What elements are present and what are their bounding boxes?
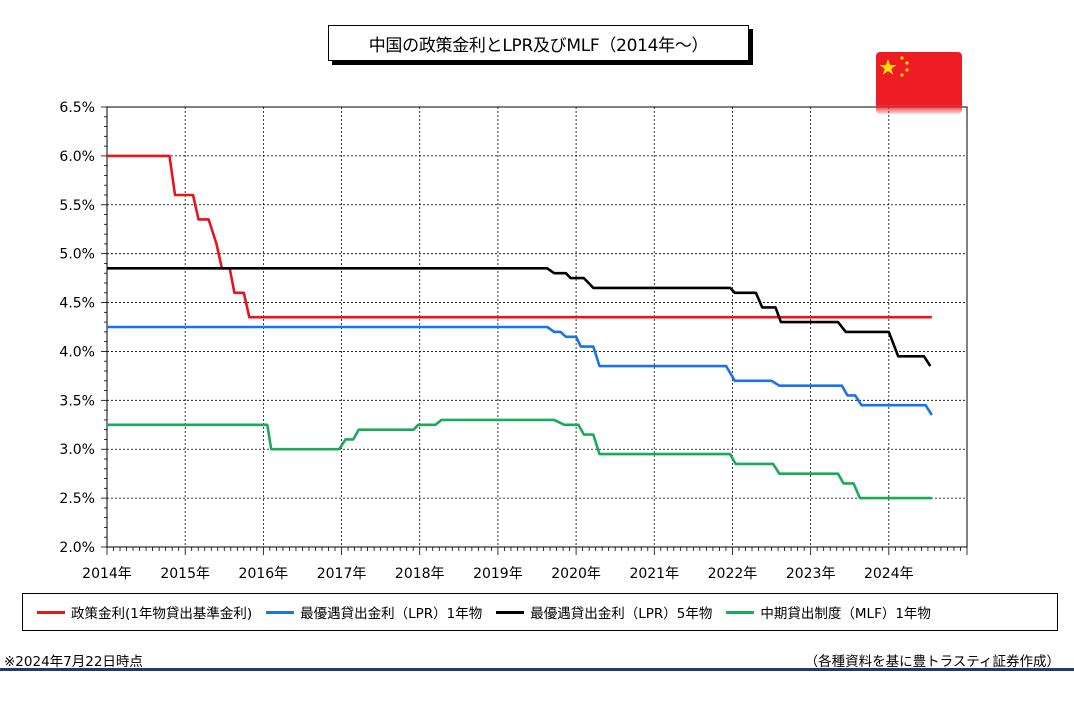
- legend-item: 中期貸出制度（MLF）1年物: [726, 602, 931, 622]
- series-line-3: [107, 267, 932, 367]
- y-tick-label: 6.5%: [59, 100, 95, 116]
- source-note: （各種資料を基に豊トラスティ証券作成）: [804, 654, 1060, 670]
- series-line-4: [107, 418, 932, 500]
- date-note: ※2024年7月22日時点: [4, 654, 143, 670]
- legend-item: 最優遇貸出金利（LPR）5年物: [496, 602, 712, 622]
- chart-title: 中国の政策金利とLPR及びMLF（2014年～）: [328, 25, 749, 61]
- legend-swatch: [496, 610, 525, 614]
- legend-item: 最優遇貸出金利（LPR）1年物: [266, 602, 482, 622]
- legend-swatch: [726, 610, 755, 614]
- y-tick-label: 6.0%: [59, 149, 95, 165]
- y-tick-label: 3.5%: [59, 393, 95, 409]
- x-tick-label: 2017年: [317, 566, 367, 582]
- chart-legend: 政策金利(1年物貸出基準金利) 最優遇貸出金利（LPR）1年物 最優遇貸出金利（LP…: [22, 593, 1058, 631]
- legend-label: 政策金利(1年物貸出基準金利): [71, 606, 253, 622]
- bottom-divider: [0, 668, 1074, 671]
- series-line-2: [107, 325, 933, 416]
- x-tick-label: 2016年: [239, 566, 289, 582]
- x-tick-label: 2022年: [708, 566, 758, 582]
- y-tick-label: 4.0%: [59, 344, 95, 360]
- x-tick-label: 2015年: [160, 566, 210, 582]
- legend-swatch: [37, 610, 65, 614]
- y-tick-label: 2.0%: [59, 540, 95, 556]
- legend-label: 中期貸出制度（MLF）1年物: [760, 606, 931, 622]
- y-tick-label: 5.5%: [59, 198, 95, 214]
- legend-label: 最優遇貸出金利（LPR）5年物: [530, 606, 713, 622]
- legend-swatch: [266, 610, 295, 614]
- x-tick-label: 2023年: [786, 566, 836, 582]
- x-tick-label: 2014年: [82, 566, 132, 582]
- y-tick-label: 2.5%: [59, 491, 95, 507]
- line-chart: 2.0% 2.5% 3.0% 3.5% 4.0% 4.5% 5.0% 5.5% 6.0% 6.5%…: [59, 100, 968, 582]
- y-tick-label: 4.5%: [59, 296, 95, 312]
- y-tick-label: 3.0%: [59, 442, 95, 458]
- series-line-1: [107, 154, 932, 319]
- legend-label: 最優遇貸出金利（LPR）1年物: [300, 606, 483, 622]
- x-tick-label: 2018年: [395, 566, 445, 582]
- x-tick-label: 2024年: [864, 566, 914, 582]
- legend-item: 政策金利(1年物貸出基準金利): [37, 602, 252, 622]
- x-tick-label: 2020年: [551, 566, 601, 582]
- y-tick-label: 5.0%: [59, 247, 95, 263]
- china-flag-icon: [876, 52, 962, 114]
- x-tick-label: 2021年: [629, 566, 679, 582]
- x-tick-label: 2019年: [473, 566, 523, 582]
